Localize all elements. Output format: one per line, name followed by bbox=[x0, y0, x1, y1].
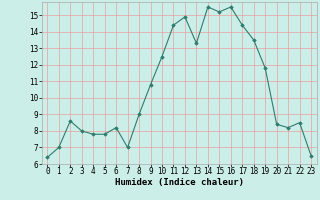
X-axis label: Humidex (Indice chaleur): Humidex (Indice chaleur) bbox=[115, 178, 244, 187]
